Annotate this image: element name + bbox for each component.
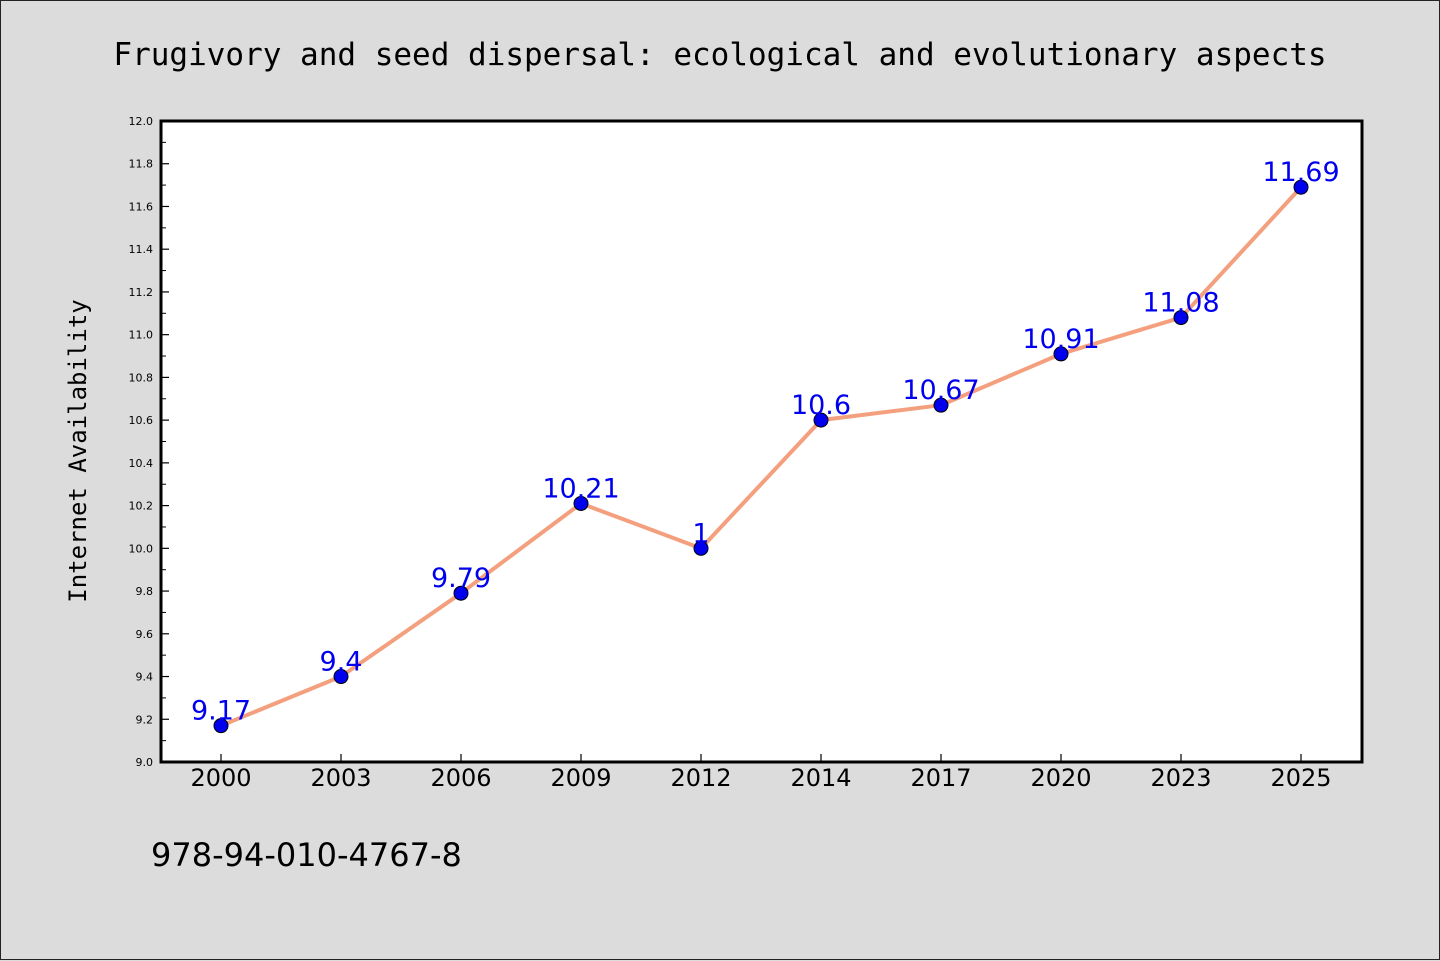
data-point-marker — [693, 540, 709, 556]
data-point-marker — [933, 397, 949, 413]
y-tick-label: 11.2 — [129, 286, 154, 299]
y-tick-label: 10.2 — [129, 500, 154, 513]
data-point-marker — [453, 585, 469, 601]
y-tick-label: 9.8 — [136, 585, 154, 598]
data-point-marker — [333, 669, 349, 685]
y-tick-label: 10.6 — [129, 414, 154, 427]
data-label: 1 — [692, 518, 709, 549]
y-tick-label: 10.0 — [129, 542, 154, 555]
y-axis: 9.0 9.2 9.4 9.6 9.8 10.0 10.2 10.4 10.6 10.8 11.0 1… — [129, 115, 169, 769]
y-tick-label: 11.4 — [129, 243, 154, 256]
y-tick-label: 11.0 — [129, 329, 154, 342]
data-label: 9.79 — [431, 563, 491, 594]
plot-area — [159, 119, 1364, 764]
x-tick-label: 2023 — [1150, 764, 1211, 792]
y-tick-label: 11.6 — [129, 200, 154, 213]
data-point-marker — [813, 412, 829, 428]
data-label: 10.67 — [902, 375, 979, 406]
data-label: 11.69 — [1262, 157, 1339, 188]
x-tick-label: 2017 — [910, 764, 971, 792]
series-line — [219, 185, 1303, 728]
y-tick-label: 9.6 — [136, 628, 154, 641]
series-layer: 9.17 9.4 9.79 10.21 1 10.6 10.67 10.91 11.08 11.6… — [191, 157, 1340, 734]
x-tick-label: 2003 — [310, 764, 371, 792]
data-label: 9.17 — [191, 696, 251, 727]
data-point-marker — [1293, 179, 1309, 195]
data-point-marker — [573, 495, 589, 511]
data-label: 10.21 — [542, 473, 619, 504]
data-point-marker — [1173, 310, 1189, 326]
y-tick-label: 10.4 — [129, 457, 154, 470]
data-label: 10.91 — [1022, 324, 1099, 355]
data-label: 11.08 — [1142, 288, 1219, 319]
data-label: 9.4 — [320, 647, 363, 678]
y-tick-label: 9.2 — [136, 713, 154, 726]
isbn-footer: 978-94-010-4767-8 — [151, 836, 462, 874]
y-axis-label: Internet Availability — [64, 299, 92, 602]
x-tick-label: 2012 — [670, 764, 731, 792]
y-tick-label: 11.8 — [129, 158, 154, 171]
data-point-marker — [213, 718, 229, 734]
y-tick-label: 10.8 — [129, 371, 154, 384]
x-tick-label: 2025 — [1270, 764, 1331, 792]
x-tick-label: 2000 — [190, 764, 251, 792]
y-tick-label: 9.0 — [136, 756, 154, 769]
x-tick-label: 2014 — [790, 764, 851, 792]
x-tick-label: 2020 — [1030, 764, 1091, 792]
chart-title: Frugivory and seed dispersal: ecological… — [113, 37, 1326, 73]
x-tick-label: 2006 — [430, 764, 491, 792]
data-point-marker — [1053, 346, 1069, 362]
data-label: 10.6 — [791, 390, 851, 421]
x-tick-label: 2009 — [550, 764, 611, 792]
y-tick-label: 12.0 — [129, 115, 154, 128]
x-axis: 2000 2003 2006 2009 2012 2014 2017 2020 2023 2025 — [190, 754, 1332, 792]
y-tick-label: 9.4 — [136, 671, 154, 684]
